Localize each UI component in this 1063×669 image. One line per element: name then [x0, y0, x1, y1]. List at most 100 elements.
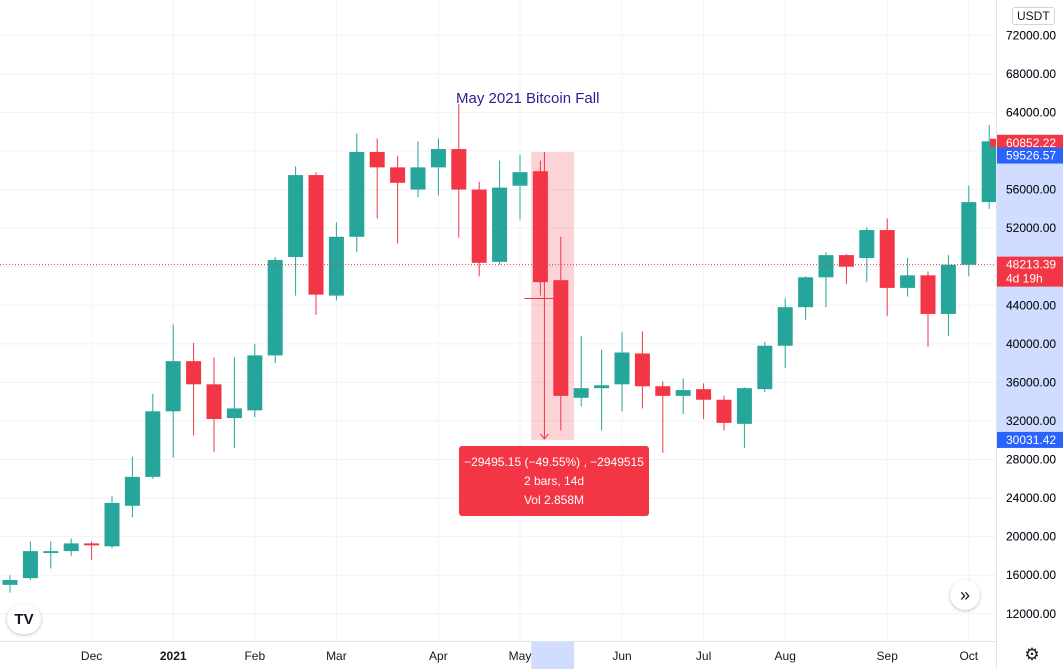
y-tick-label: 12000.00 [1006, 607, 1056, 621]
y-tick-label: 40000.00 [1006, 337, 1056, 351]
candle [573, 336, 589, 407]
candle [634, 331, 650, 409]
candle [696, 383, 712, 420]
y-axis-range-highlight [997, 151, 1063, 440]
candle [63, 538, 79, 556]
x-tick-label: Aug [775, 649, 796, 663]
candle-body [308, 175, 324, 295]
candle [288, 166, 304, 296]
candle [512, 154, 528, 220]
y-tick-label: 44000.00 [1006, 298, 1056, 312]
candle-body [410, 167, 426, 190]
candle-body [634, 353, 650, 387]
candle [43, 541, 59, 569]
x-tick-label: Dec [81, 649, 102, 663]
measure-bars-text: 2 bars, 14d [523, 473, 585, 488]
candle [594, 349, 610, 431]
candle [349, 133, 365, 253]
candle [430, 138, 446, 196]
y-tick-label: 20000.00 [1006, 530, 1056, 544]
candle-body [451, 149, 467, 190]
measure-volume-text: Vol 2.858M [523, 492, 585, 507]
gear-icon: ⚙ [1024, 645, 1040, 664]
candle [186, 342, 202, 436]
x-tick-label: Oct [959, 649, 978, 663]
y-axis-panel [996, 0, 1063, 669]
candle [369, 138, 385, 219]
candle [920, 271, 936, 347]
annotation-text: May 2021 Bitcoin Fall [456, 90, 599, 107]
candle [451, 103, 467, 238]
candle [532, 160, 548, 296]
price-label: 59526.57 [1006, 149, 1056, 163]
candle [675, 378, 691, 415]
double-chevron-right-icon: » [959, 584, 970, 605]
y-tick-label: 16000.00 [1006, 568, 1056, 582]
candle-body [777, 307, 793, 346]
y-tick-label: 36000.00 [1006, 375, 1056, 389]
candle [900, 258, 916, 297]
y-tick-label: 20000.00 [1006, 530, 1056, 544]
scroll-to-realtime-button[interactable]: » [950, 580, 980, 610]
candle [614, 332, 630, 412]
candle [410, 141, 426, 198]
candle-body [288, 175, 304, 258]
last-price-tick [990, 138, 996, 147]
price-label-bg [997, 134, 1063, 151]
candle-body [492, 187, 508, 262]
candle-body [573, 388, 589, 398]
candle-body [675, 390, 691, 396]
candle [124, 456, 140, 518]
x-tick-label: 2021 [160, 649, 187, 663]
y-tick-label: 44000.00 [1006, 298, 1056, 312]
y-tick-label: 24000.00 [1006, 491, 1056, 505]
candle-body [716, 399, 732, 423]
currency-button[interactable]: USDT [1012, 7, 1055, 25]
x-tick-label: Jul [696, 649, 711, 663]
candle-body [859, 230, 875, 259]
candle-body [124, 476, 140, 506]
y-tick-label: 28000.00 [1006, 453, 1056, 467]
x-tick-label: Mar [326, 649, 347, 663]
candle-body [696, 389, 712, 400]
candle-body [532, 171, 548, 283]
y-tick-label: 16000.00 [1006, 568, 1056, 582]
candle-body [267, 259, 283, 356]
x-tick-label: Sep [877, 649, 899, 663]
chart-overlay: May 2021 Bitcoin Fall [0, 90, 996, 440]
candle [206, 357, 222, 452]
candle-body [186, 361, 202, 385]
y-tick-label: 72000.00 [1006, 28, 1056, 42]
y-tick-label: 12000.00 [1006, 607, 1056, 621]
candle-body [553, 280, 569, 396]
y-tick-label: 56000.00 [1006, 183, 1056, 197]
candle [390, 155, 406, 244]
candle [757, 341, 773, 393]
price-label-bg [997, 256, 1063, 287]
candle-body [838, 255, 854, 267]
candle [471, 181, 487, 277]
candle-body [961, 202, 977, 265]
candle [84, 541, 100, 560]
settings-button[interactable]: ⚙ [1022, 645, 1042, 665]
candle-body [920, 275, 936, 314]
x-tick-label: Feb [244, 649, 265, 663]
candle-body [757, 345, 773, 390]
x-axis-range-highlight [531, 642, 574, 669]
price-label: 48213.39 [1006, 258, 1056, 272]
candle-body [104, 502, 120, 547]
candle-body [818, 255, 834, 278]
candle-body [22, 551, 38, 579]
candle [226, 357, 242, 448]
candle-body [328, 236, 344, 296]
candle [2, 575, 18, 593]
candle-series [2, 103, 1018, 593]
x-tick-label: Apr [429, 649, 448, 663]
tradingview-logo[interactable]: TV [7, 604, 41, 634]
candle [22, 541, 38, 581]
y-tick-label: 64000.00 [1006, 105, 1056, 119]
measure-arrow-head [540, 433, 549, 440]
price-label-bg [997, 431, 1063, 448]
